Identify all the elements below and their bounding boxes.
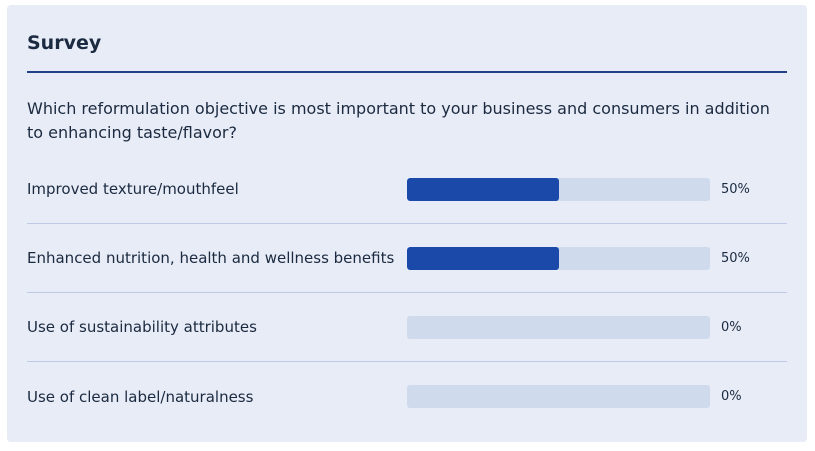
title-divider <box>27 71 787 73</box>
option-label: Use of clean label/naturalness <box>27 387 254 406</box>
result-percent: 0% <box>721 389 742 404</box>
survey-question: Which reformulation objective is most im… <box>27 99 770 142</box>
survey-options: Improved texture/mouthfeel 50% Enhanced … <box>27 155 787 431</box>
survey-option-row: Enhanced nutrition, health and wellness … <box>27 224 787 293</box>
result-bar-fill <box>407 246 559 270</box>
result-percent: 50% <box>721 250 750 266</box>
survey-option-row: Use of clean label/naturalness 0% <box>27 362 787 431</box>
survey-option-row: Improved texture/mouthfeel 50% <box>27 155 787 224</box>
option-label: Enhanced nutrition, health and wellness … <box>27 249 395 267</box>
survey-option-row: Use of sustainability attributes 0% <box>27 293 787 362</box>
result-bar <box>407 315 710 339</box>
result-bar <box>407 246 710 270</box>
result-bar-fill <box>407 177 559 201</box>
survey-title: Survey <box>27 32 102 54</box>
option-label: Use of sustainability attributes <box>27 318 257 336</box>
survey-card: Survey Which reformulation objective is … <box>7 5 807 442</box>
result-percent: 50% <box>721 181 750 197</box>
option-label: Improved texture/mouthfeel <box>27 180 239 198</box>
result-bar <box>407 177 710 201</box>
result-percent: 0% <box>721 319 742 335</box>
result-bar <box>407 385 710 408</box>
